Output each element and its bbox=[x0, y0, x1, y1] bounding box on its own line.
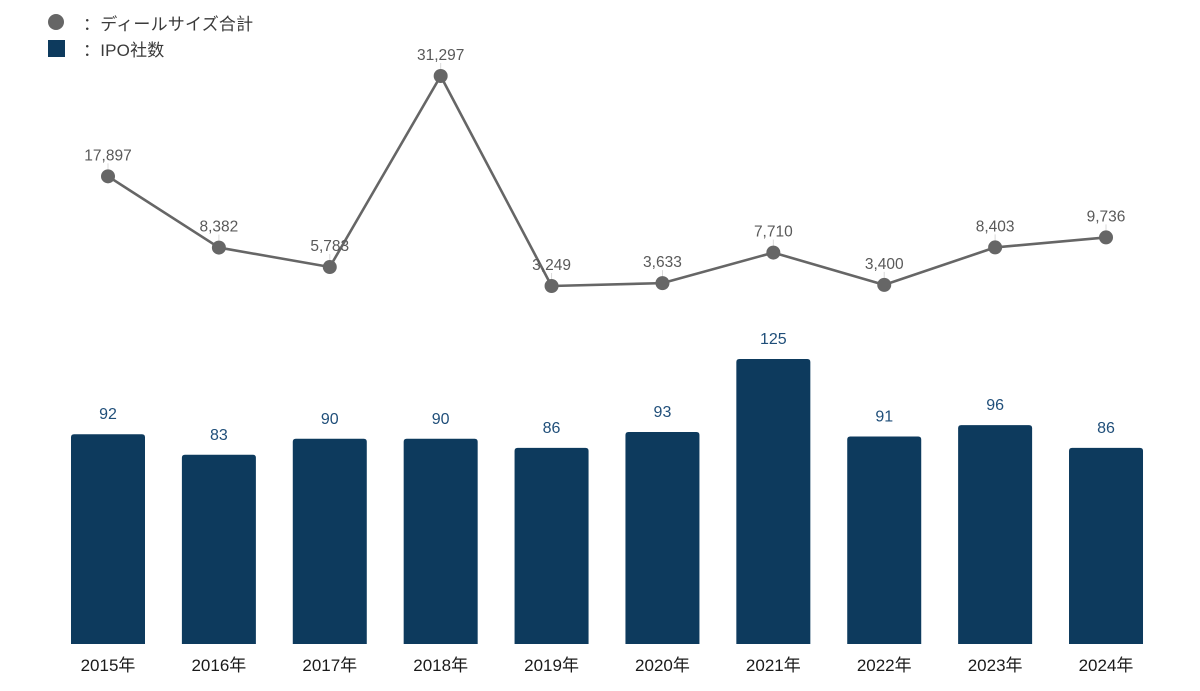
bar-value-label: 83 bbox=[210, 427, 228, 444]
bar bbox=[736, 359, 811, 644]
bar bbox=[847, 436, 922, 644]
legend-item-ipo-count: ：IPO社数 bbox=[48, 37, 253, 60]
bar-value-label: 90 bbox=[321, 411, 339, 428]
bar bbox=[514, 447, 589, 644]
line-value-label: 8,382 bbox=[199, 219, 238, 236]
line-value-label: 8,403 bbox=[976, 218, 1015, 235]
legend-line-label: ：ディールサイズ合計 bbox=[83, 14, 254, 34]
line-point-marker bbox=[544, 279, 559, 293]
bar-value-label: 96 bbox=[986, 397, 1004, 414]
line-value-label: 9,736 bbox=[1087, 208, 1126, 225]
line-point-marker bbox=[877, 277, 892, 292]
line-value-label: 5,783 bbox=[310, 238, 349, 255]
legend: ：ディールサイズ合計 ：IPO社数 bbox=[48, 11, 254, 60]
line-point-marker bbox=[766, 245, 781, 260]
line-point-marker bbox=[211, 240, 226, 255]
bar-value-label: 92 bbox=[99, 406, 117, 423]
bar bbox=[403, 438, 478, 644]
bar-value-label: 86 bbox=[543, 420, 561, 437]
bar-series-square-icon bbox=[48, 39, 65, 57]
line-value-label: 3,400 bbox=[865, 256, 904, 273]
bar-value-label: 86 bbox=[1097, 420, 1115, 437]
legend-bar-label: ：IPO社数 bbox=[83, 40, 165, 60]
line-point-marker bbox=[655, 276, 670, 291]
line-point-marker bbox=[322, 260, 337, 275]
bar bbox=[181, 454, 256, 644]
bar-value-label: 91 bbox=[875, 409, 893, 426]
line-series-path bbox=[107, 74, 1107, 288]
bar bbox=[625, 431, 700, 644]
x-axis-label: 2022年 bbox=[857, 656, 912, 675]
bar bbox=[292, 438, 367, 644]
x-axis-label: 2019年 bbox=[524, 656, 579, 675]
x-axis-label: 2023年 bbox=[968, 656, 1023, 675]
line-value-label: 17,897 bbox=[84, 147, 131, 164]
line-value-label: 31,297 bbox=[417, 47, 464, 64]
x-axis-label: 2020年 bbox=[635, 656, 690, 675]
bar bbox=[1069, 447, 1144, 644]
bar-value-label: 125 bbox=[760, 331, 787, 348]
bar-value-label: 93 bbox=[654, 404, 672, 421]
bar-value-label: 90 bbox=[432, 411, 450, 428]
x-axis-label: 2017年 bbox=[302, 656, 357, 675]
x-axis-label: 2016年 bbox=[191, 656, 246, 675]
x-axis-label: 2015年 bbox=[81, 656, 136, 675]
x-axis-label: 2018年 bbox=[413, 656, 468, 675]
line-point-marker bbox=[1099, 230, 1114, 245]
line-point-marker bbox=[433, 69, 448, 83]
line-value-label: 3,633 bbox=[643, 254, 682, 271]
line-point-marker bbox=[988, 240, 1003, 255]
line-value-label: 7,710 bbox=[754, 224, 793, 241]
x-axis-label: 2024年 bbox=[1079, 656, 1134, 675]
line-point-marker bbox=[101, 169, 115, 184]
line-series-circle-icon bbox=[48, 14, 64, 30]
line-value-label: 3,249 bbox=[532, 257, 571, 274]
bar bbox=[958, 425, 1033, 644]
bar bbox=[71, 434, 145, 644]
legend-item-deal-size: ：ディールサイズ合計 bbox=[48, 11, 254, 34]
x-axis-label: 2021年 bbox=[746, 656, 801, 675]
